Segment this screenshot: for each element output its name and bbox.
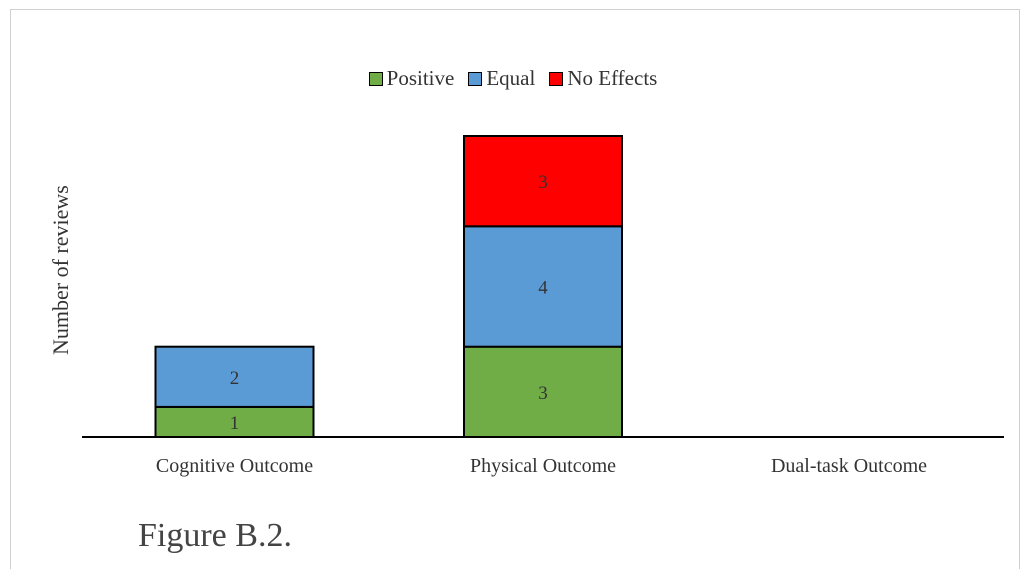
data-label-positive-1: 3: [538, 383, 548, 404]
legend-item-positive: Positive: [368, 66, 455, 91]
bar-no-effects-1: [463, 135, 623, 228]
x-tick-label-0: Cognitive Outcome: [156, 455, 313, 477]
x-tick-label-1: Physical Outcome: [470, 455, 616, 477]
data-label-equal-0: 2: [230, 368, 240, 389]
figure-frame: [10, 9, 1020, 569]
legend-swatch-positive: [368, 71, 383, 86]
chart-legend: Positive Equal No Effects: [0, 66, 1026, 91]
x-tick-label-2: Dual-task Outcome: [771, 455, 927, 477]
bar-equal-0: [154, 345, 315, 408]
figure-caption: Figure B.2.: [138, 517, 292, 554]
bar-positive-1: [463, 345, 623, 439]
data-label-no-effects-1: 3: [538, 172, 548, 193]
legend-item-equal: Equal: [468, 66, 535, 91]
legend-item-no-effects: No Effects: [549, 66, 657, 91]
legend-label-no-effects: No Effects: [567, 66, 658, 90]
legend-swatch-equal: [468, 71, 483, 86]
bar-equal-1: [463, 225, 623, 348]
legend-swatch-no-effects: [549, 71, 564, 86]
legend-label-positive: Positive: [386, 66, 455, 90]
data-label-equal-1: 4: [538, 278, 548, 299]
legend-label-equal: Equal: [486, 66, 536, 90]
data-label-positive-0: 1: [230, 413, 240, 434]
